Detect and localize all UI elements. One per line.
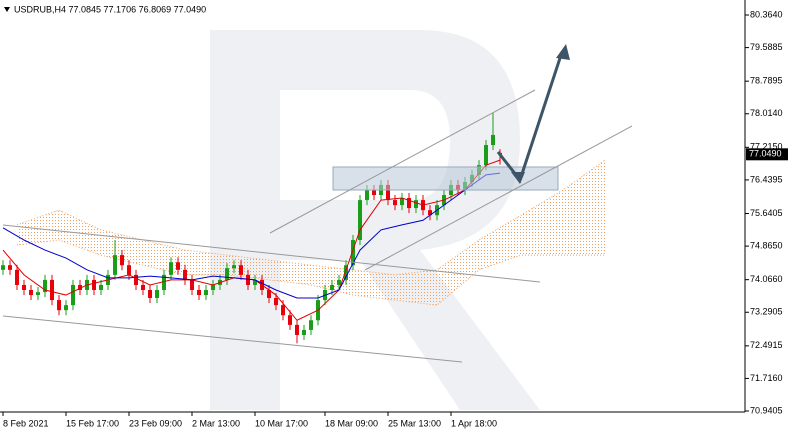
candle-body [253,279,258,285]
candle-body [155,290,160,298]
candle-body [309,320,314,330]
candle-body [92,279,97,291]
header-text: USDRUB,H4 77.0845 77.1706 76.8069 77.049… [14,4,206,14]
candle-body [8,265,13,270]
candle-body [78,284,83,291]
x-tick-label: 10 Mar 17:00 [255,418,308,428]
candle-body [50,279,55,301]
candle-body [36,292,41,296]
candle-body [169,262,174,275]
candle-body [407,197,412,209]
candle-body [134,274,139,285]
candle-body [225,268,230,280]
candle-body [281,305,286,316]
candle-body [99,284,104,291]
x-tick-label: 2 Mar 13:00 [192,418,240,428]
candle-body [64,305,69,311]
candle-body [484,145,489,166]
channel-line [2,315,463,363]
candle-body [127,265,132,275]
candle-body [414,200,419,209]
candle-body [183,269,188,280]
candle-body [295,324,300,335]
candle-body [120,255,125,266]
candle-body [302,329,307,335]
candle-body [365,189,370,201]
candle-body [267,290,272,298]
candle-body [43,279,48,293]
candle-body [113,255,118,275]
candle-body [190,279,195,291]
candle-body [1,265,6,270]
channel-line [269,89,536,234]
y-tick-label: 71.7160 [750,373,783,383]
last-price-label: 77.0490 [749,149,782,159]
candle-body [288,315,293,325]
candle-body [232,265,237,269]
candle-body [57,300,62,311]
candle-body [197,290,202,296]
candle-body [15,269,20,285]
y-tick-label: 74.0660 [750,274,783,284]
x-tick-label: 15 Feb 17:00 [66,418,119,428]
channel-line [364,125,633,271]
x-tick-label: 18 Mar 09:00 [325,418,378,428]
candle-body [22,284,27,291]
candle-body [148,290,153,298]
candle-body [239,265,244,275]
candle-body [211,284,216,291]
y-tick-label: 74.8650 [750,240,783,250]
x-tick-label: 8 Feb 2021 [3,418,49,428]
y-tick-label: 72.4915 [750,340,783,350]
candle-body [204,290,209,296]
y-tick-label: 78.7895 [750,76,783,86]
y-tick-label: 78.0140 [750,108,783,118]
candle-body [400,197,405,206]
candle-body [351,239,356,266]
candle-body [393,200,398,206]
candle-body [246,274,251,285]
y-tick-label: 80.3640 [750,9,783,19]
candle-body [274,297,279,306]
candle-body [141,284,146,291]
zone-rect [332,166,559,191]
candle-body [71,284,76,306]
candle-body [162,274,167,291]
y-tick-label: 70.9405 [750,405,783,415]
y-tick-label: 77.2150 [750,142,783,152]
drawings [2,44,633,363]
candle-body [358,200,363,240]
watermark [210,30,540,410]
last-price-box [746,148,788,161]
y-tick-label: 73.2905 [750,307,783,317]
cloud-span [16,159,606,276]
indicator-line [2,172,501,299]
candle-body [344,265,349,280]
cloud-fill [17,160,606,306]
candle-body [337,279,342,285]
channel-line [2,224,541,283]
menu-triangle [4,7,10,12]
arrow-head [511,172,525,184]
y-tick-label: 76.4395 [750,174,783,184]
y-tick-label: 75.6405 [750,208,783,218]
candle-body [386,184,391,201]
candle-body [176,262,181,270]
candle-body [372,189,377,196]
candle-body [29,290,34,296]
arrow-head [556,44,570,60]
x-tick-label: 25 Mar 13:00 [388,418,441,428]
x-tick-label: 1 Apr 18:00 [451,418,497,428]
x-tick-label: 23 Feb 09:00 [129,418,182,428]
y-tick-label: 79.5885 [750,42,783,52]
candle-body [491,134,496,146]
candle-body [330,284,335,291]
candle-body [428,210,433,216]
